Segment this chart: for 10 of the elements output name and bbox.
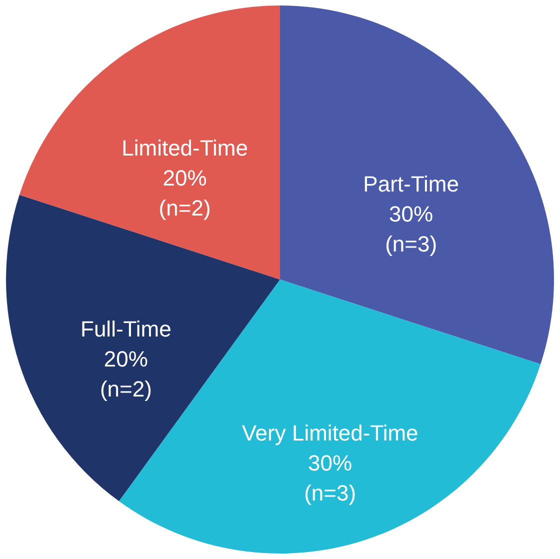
slice-label: Very Limited-Time bbox=[242, 420, 418, 446]
data-label: 30% (n=3) bbox=[304, 450, 356, 506]
pie-slice bbox=[280, 6, 554, 364]
data-label: 20% (n=2) bbox=[158, 165, 211, 220]
slice-label: Part-Time bbox=[363, 171, 459, 196]
slice-label: Full-Time bbox=[80, 316, 172, 342]
pie-slice bbox=[19, 6, 280, 280]
data-label: 20% (n=2) bbox=[100, 346, 152, 402]
data-label: 30% (n=3) bbox=[385, 201, 438, 256]
slice-label: Limited-Time bbox=[122, 135, 248, 160]
